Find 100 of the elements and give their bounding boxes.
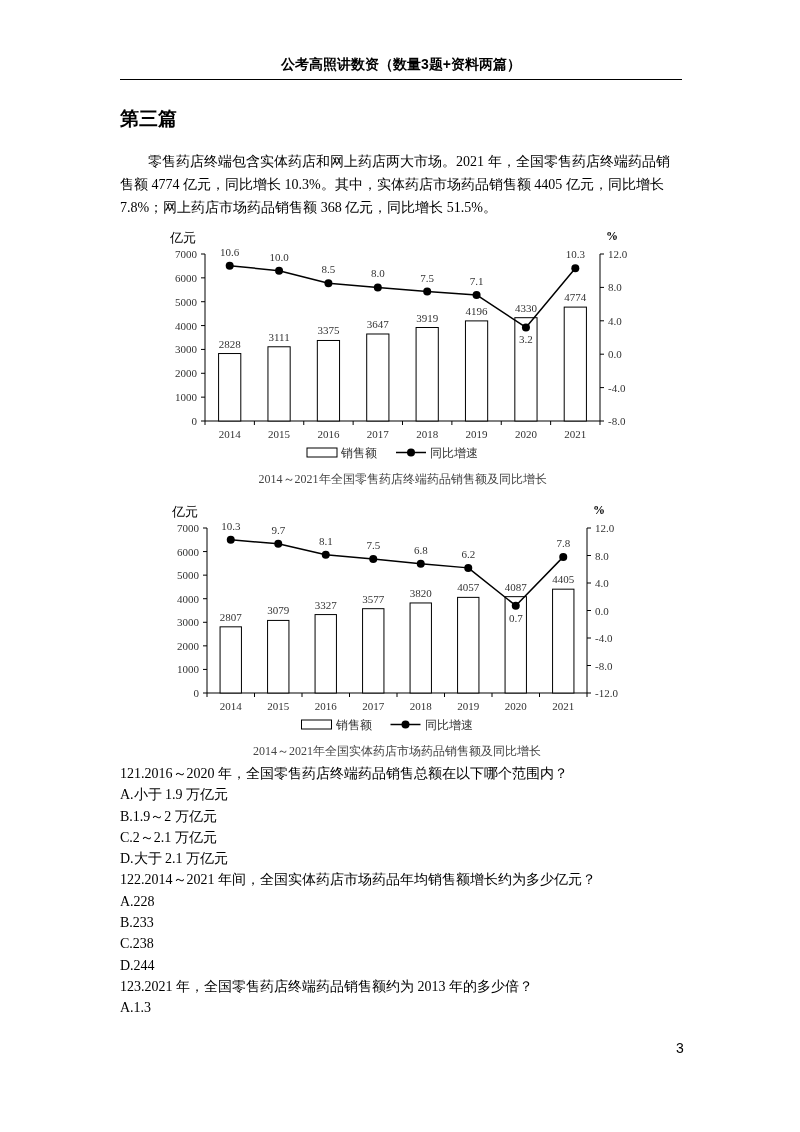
- text: 121.2016～2020 年，全国零售药店终端药品销售总额在以下哪个范围内？: [120, 765, 569, 783]
- text: D.244: [120, 956, 156, 975]
- y2-tick-label: -4.0: [595, 632, 613, 644]
- text: 公考高照讲数资（数量3题+资料两篇）: [120, 56, 682, 80]
- x-tick-label: 2017: [362, 700, 385, 712]
- data-label: 3375: [317, 324, 340, 337]
- data-label: 7.1: [469, 274, 484, 287]
- y2-tick-label: 0.0: [608, 348, 623, 361]
- y-tick-label: 3000: [177, 616, 200, 629]
- point: [324, 279, 333, 288]
- y2-tick-label: 4.0: [608, 314, 623, 327]
- y2-tick-label: 12.0: [608, 248, 628, 260]
- x-tick-label: 2021: [552, 700, 575, 712]
- text: A.1.3: [120, 999, 153, 1018]
- point: [521, 323, 530, 332]
- data-label: 7.5: [420, 271, 435, 284]
- y-tick-label: 1000: [177, 663, 200, 676]
- data-label: 6.2: [461, 547, 476, 560]
- data-label: 3079: [267, 604, 290, 617]
- y2-axis-title: %: [606, 229, 618, 243]
- point: [559, 552, 568, 561]
- y2-tick-label: 12.0: [595, 522, 615, 534]
- y-tick-label: 0: [193, 687, 200, 699]
- text: 123.2021 年，全国零售药店终端药品销售额约为 2013 年的多少倍？: [120, 977, 534, 996]
- y-axis-title: 亿元: [169, 230, 196, 245]
- y2-tick-label: 4.0: [595, 577, 610, 589]
- data-label: 8.1: [318, 534, 333, 547]
- text: 零售药店终端包含实体药店和网上药店两大市场。2021 年，全国零售药店终端药品销售额 4774 亿元，同比增长 10.3%。其中，实体药店市场药品销售额 4405 亿元，同比增长 7.8%；网上药店市场药品销售额 368 亿元，同比增长 51.5%。: [120, 153, 671, 217]
- x-tick-label: 2016: [314, 700, 338, 712]
- legend-label: 销售额: [334, 718, 372, 732]
- point: [511, 601, 520, 610]
- y2-tick-label: 8.0: [595, 549, 610, 562]
- text: B.1.9～2 万亿元: [120, 807, 218, 826]
- text: 122.2014～2021 年间，全国实体药店市场药品年均销售额增长约为多少亿元？: [120, 871, 597, 890]
- x-tick-label: 2018: [416, 428, 439, 440]
- y-tick-label: 6000: [175, 271, 198, 284]
- x-tick-label: 2017: [366, 428, 390, 440]
- y-tick-label: 0: [191, 415, 198, 427]
- data-label: 3919: [416, 311, 439, 324]
- data-label: 8.5: [321, 263, 336, 276]
- data-label: 9.7: [271, 523, 286, 536]
- x-tick-label: 2020: [504, 700, 528, 712]
- y-tick-label: 1000: [175, 391, 198, 404]
- data-label: 2828: [218, 337, 242, 350]
- data-label: 7.8: [556, 536, 571, 549]
- text: D.大于 2.1 万亿元: [120, 850, 230, 869]
- y-tick-label: 5000: [177, 569, 200, 582]
- text: 2014～2021年全国实体药店市场药品销售额及同比增长: [253, 744, 541, 758]
- data-label: 4087: [504, 580, 528, 593]
- y-tick-label: 4000: [177, 592, 200, 605]
- data-label: 4405: [552, 573, 575, 586]
- data-label: 0.7: [508, 611, 524, 624]
- x-tick-label: 2021: [564, 428, 587, 440]
- point: [321, 550, 330, 559]
- point: [423, 287, 432, 296]
- x-tick-label: 2019: [465, 428, 489, 440]
- x-tick-label: 2014: [219, 700, 243, 712]
- data-label: 2807: [219, 610, 243, 623]
- data-label: 10.0: [269, 250, 290, 263]
- y-tick-label: 4000: [175, 319, 198, 332]
- y2-tick-label: 8.0: [608, 281, 623, 294]
- legend-label: 销售额: [340, 446, 377, 460]
- data-label: 3.2: [519, 333, 533, 346]
- y2-tick-label: -4.0: [608, 381, 626, 394]
- data-label: 6.8: [413, 543, 429, 556]
- point: [464, 563, 473, 572]
- y-tick-label: 2000: [177, 639, 200, 652]
- point: [275, 266, 284, 275]
- x-tick-label: 2016: [317, 428, 340, 440]
- x-tick-label: 2014: [218, 428, 242, 440]
- y-tick-label: 2000: [175, 367, 198, 380]
- data-label: 10.6: [220, 245, 240, 258]
- data-label: 8.0: [370, 267, 386, 280]
- legend-label: 同比增速: [430, 446, 478, 460]
- text: 第三篇: [120, 107, 178, 131]
- text: B.233: [120, 914, 155, 933]
- data-label: 4330: [514, 301, 538, 314]
- point: [416, 559, 425, 568]
- data-label: 4057: [457, 581, 480, 594]
- y-tick-label: 7000: [177, 522, 200, 534]
- point: [226, 535, 235, 544]
- x-tick-label: 2020: [514, 428, 538, 440]
- data-label: 3577: [362, 592, 385, 605]
- y-tick-label: 5000: [175, 295, 198, 308]
- y2-axis-title: %: [593, 503, 605, 517]
- data-label: 3647: [366, 317, 390, 330]
- data-label: 10.3: [565, 248, 586, 261]
- data-label: 3111: [268, 330, 290, 343]
- text: 3: [676, 1040, 684, 1056]
- y2-tick-label: -8.0: [608, 415, 626, 427]
- y-tick-label: 6000: [177, 545, 200, 558]
- x-tick-label: 2018: [409, 700, 433, 712]
- legend-label: 同比增速: [424, 718, 473, 732]
- y-axis-title: 亿元: [171, 504, 198, 519]
- data-label: 3327: [314, 598, 338, 611]
- text: A.小于 1.9 万亿元: [120, 786, 230, 805]
- x-tick-label: 2015: [267, 700, 290, 712]
- data-label: 4774: [564, 291, 587, 304]
- data-label: 4196: [465, 304, 489, 317]
- point: [472, 290, 481, 299]
